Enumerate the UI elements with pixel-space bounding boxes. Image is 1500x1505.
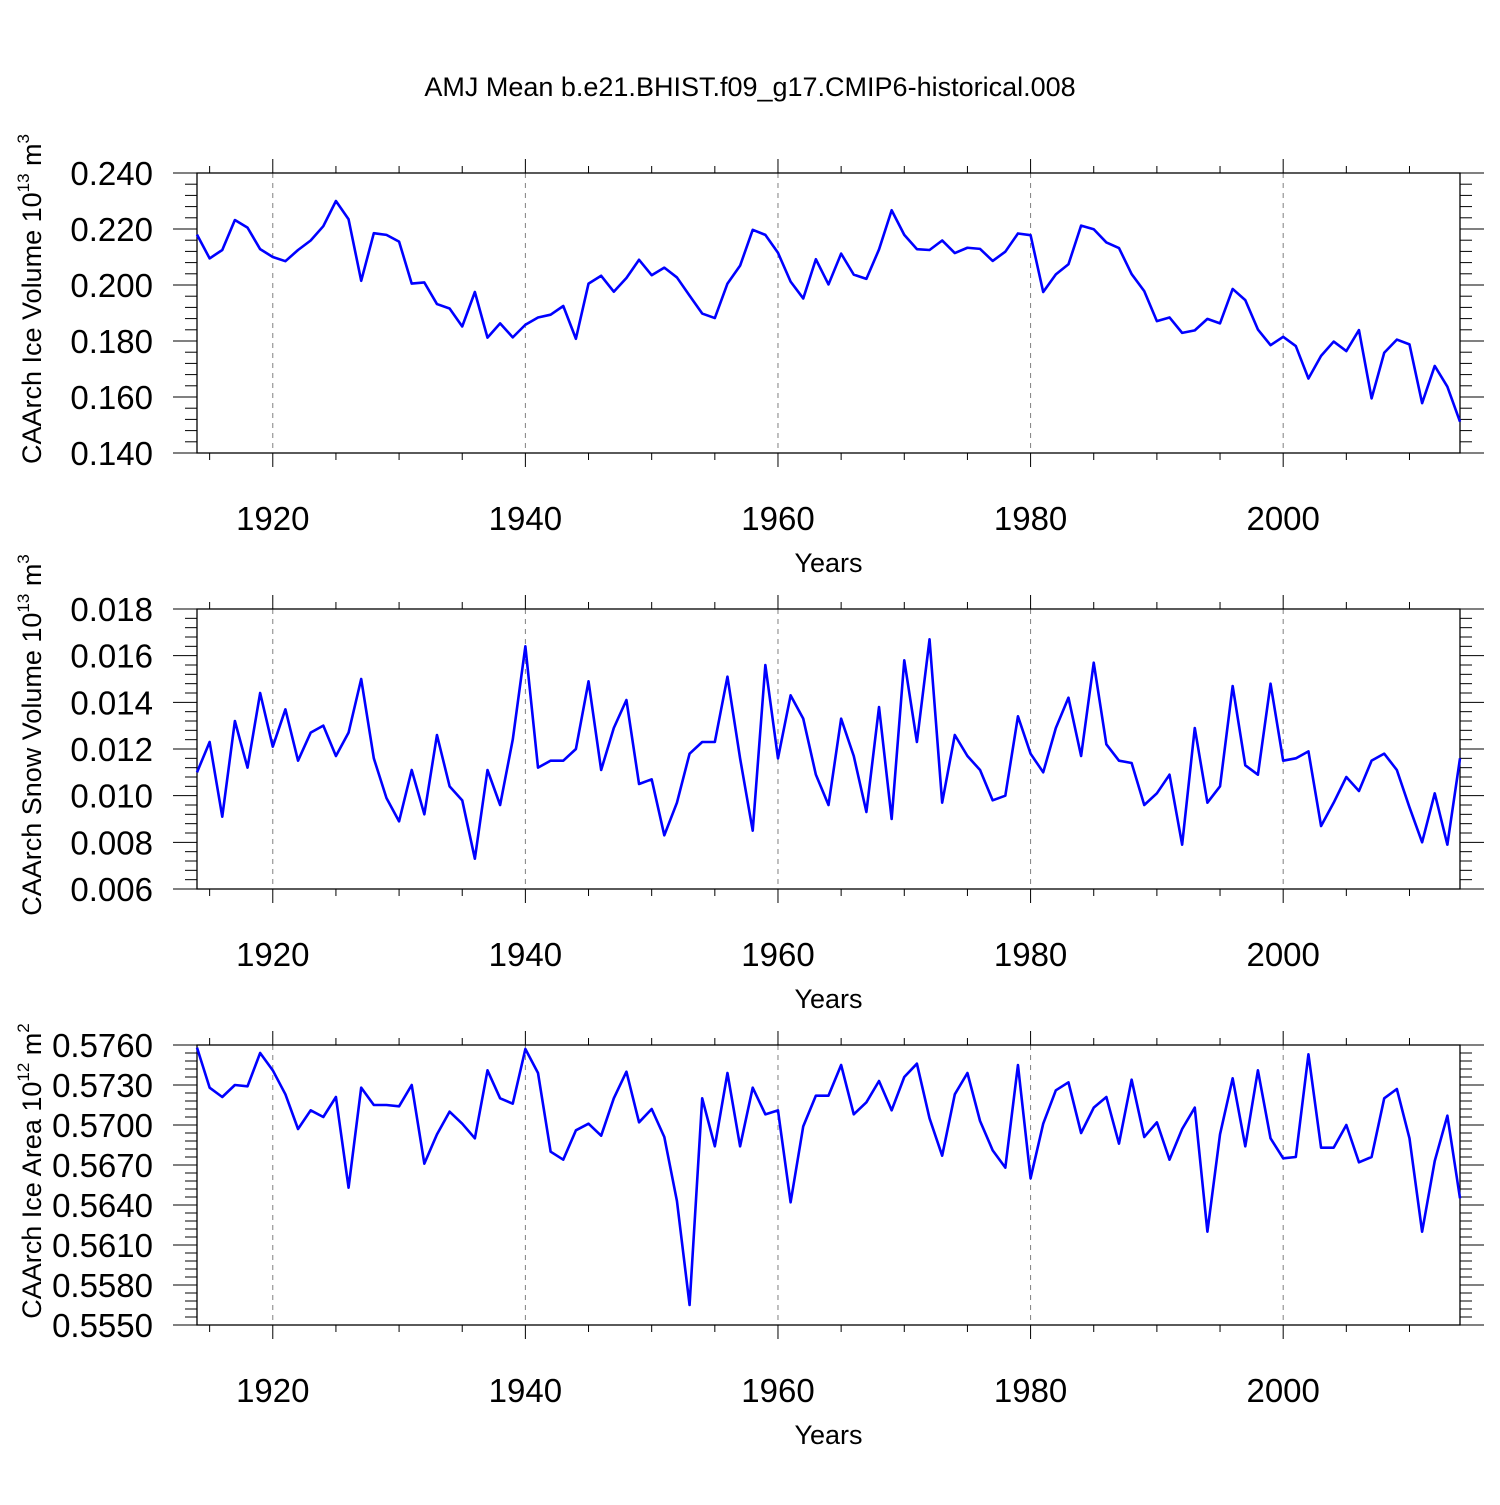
y-tick-label: 0.5730	[52, 1067, 153, 1104]
plot-frame	[196, 1044, 1461, 1326]
panel-1: 0.140 0.160 0.180 0.200 0.220 0.240 1920 1940 19…	[14, 134, 1484, 578]
x-tick-label: 1960	[741, 936, 814, 973]
y-tick-label: 0.012	[70, 731, 153, 768]
x-tick-label: 1940	[489, 936, 562, 973]
y-tick-label: 0.5670	[52, 1147, 153, 1184]
y-tick-label: 0.5610	[52, 1227, 153, 1264]
y-tick-label: 0.5700	[52, 1107, 153, 1144]
y-tick-label: 0.006	[70, 871, 153, 908]
y-tick-label: 0.200	[70, 267, 153, 304]
panel-2: 0.006 0.008 0.010 0.012 0.014 0.016 0.018 1920 1…	[14, 554, 1484, 1014]
x-axis-label: Years	[794, 984, 862, 1014]
y-axis-label-exponent: 12	[14, 1063, 33, 1082]
x-tick-label: 1980	[994, 936, 1067, 973]
y-tick-label: 0.014	[70, 684, 153, 721]
y-tick-label: 0.018	[70, 591, 153, 628]
y-axis-label: CAArch Snow Volume 1013 m3	[14, 554, 47, 916]
y-tick-label: 0.240	[70, 155, 153, 192]
y-axis-label-main: CAArch Snow Volume 10	[17, 613, 47, 916]
y-tick-label: 0.5580	[52, 1267, 153, 1304]
chart-title: AMJ Mean b.e21.BHIST.f09_g17.CMIP6-histo…	[424, 72, 1076, 102]
x-tick-label: 1980	[994, 1372, 1067, 1409]
x-tick-label: 1960	[741, 1372, 814, 1409]
x-tick-label: 1920	[236, 500, 309, 537]
y-tick-label: 0.5640	[52, 1187, 153, 1224]
y-tick-label: 0.008	[70, 824, 153, 861]
y-tick-label: 0.220	[70, 211, 153, 248]
y-axis-label-main: CAArch Ice Area 10	[17, 1082, 47, 1319]
y-axis-label-unit: m	[17, 143, 47, 173]
y-tick-label: 0.016	[70, 638, 153, 675]
y-tick-label: 0.010	[70, 778, 153, 815]
plot-frame	[196, 172, 1461, 454]
y-tick-label: 0.5760	[52, 1027, 153, 1064]
x-tick-label: 2000	[1246, 500, 1319, 537]
x-tick-label: 2000	[1246, 1372, 1319, 1409]
y-axis-label-unit-exponent: 2	[14, 1023, 33, 1032]
data-line	[195, 1047, 1462, 1307]
data-line	[195, 638, 1462, 860]
y-tick-label: 0.160	[70, 379, 153, 416]
y-axis-label-unit: m	[17, 1033, 47, 1063]
x-tick-label: 1980	[994, 500, 1067, 537]
data-line	[195, 199, 1462, 423]
panel-3: 0.55500.55800.56100.56400.56700.57000.57…	[14, 1023, 1484, 1450]
y-axis-label: CAArch Ice Volume 1013 m3	[14, 134, 47, 464]
y-axis-label: CAArch Ice Area 1012 m2	[14, 1023, 47, 1319]
x-tick-label: 1920	[236, 936, 309, 973]
x-tick-label: 1920	[236, 1372, 309, 1409]
y-axis-label-exponent: 13	[14, 173, 33, 192]
y-tick-label: 0.140	[70, 435, 153, 472]
x-tick-label: 2000	[1246, 936, 1319, 973]
y-axis-label-unit-exponent: 3	[14, 134, 33, 143]
y-tick-label: 0.5550	[52, 1307, 153, 1344]
x-tick-label: 1940	[489, 500, 562, 537]
x-tick-label: 1940	[489, 1372, 562, 1409]
y-axis-label-unit-exponent: 3	[14, 554, 33, 563]
x-axis-label: Years	[794, 548, 862, 578]
x-axis-label: Years	[794, 1420, 862, 1450]
y-axis-label-main: CAArch Ice Volume 10	[17, 192, 47, 464]
x-tick-label: 1960	[741, 500, 814, 537]
plot-frame	[196, 608, 1461, 890]
y-axis-label-exponent: 13	[14, 594, 33, 613]
y-tick-label: 0.180	[70, 323, 153, 360]
y-axis-label-unit: m	[17, 564, 47, 594]
